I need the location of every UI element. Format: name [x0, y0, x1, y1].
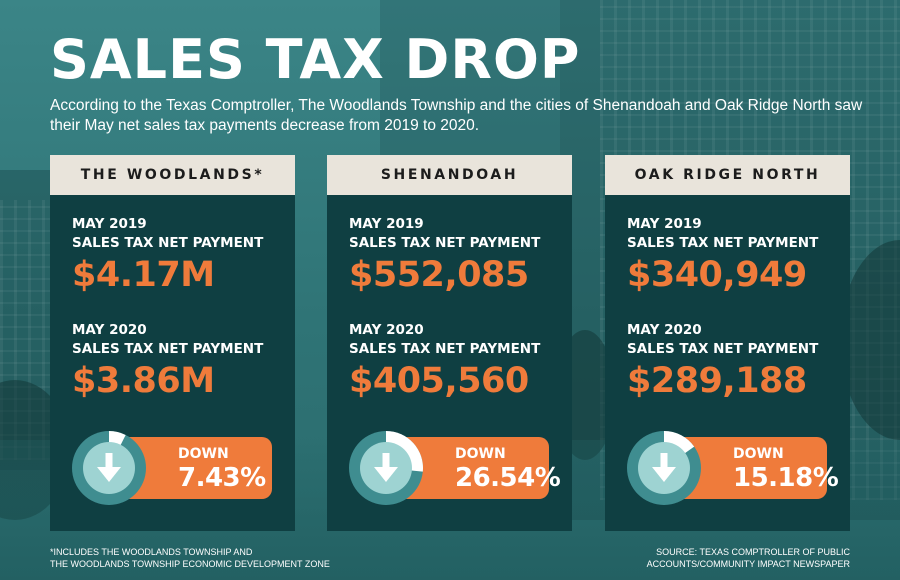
down-percent: 7.43%: [178, 463, 266, 493]
label-2019-year: MAY 2019: [349, 216, 424, 232]
card-the-woodlands: THE WOODLANDS* MAY 2019 SALES TAX NET PA…: [50, 155, 295, 531]
label-2019-year: MAY 2019: [72, 216, 147, 232]
decrease-gauge: [627, 431, 701, 505]
card-header: SHENANDOAH: [327, 155, 572, 195]
label-2020-text: SALES TAX NET PAYMENT: [627, 341, 819, 357]
value-2019: $552,085: [349, 255, 529, 295]
decrease-gauge: [349, 431, 423, 505]
card-header: OAK RIDGE NORTH: [605, 155, 850, 195]
page-subtitle: According to the Texas Comptroller, The …: [50, 97, 863, 134]
footnote: *INCLUDES THE WOODLANDS TOWNSHIP AND THE…: [50, 546, 330, 570]
down-percent: 15.18%: [733, 463, 839, 493]
source-line: SOURCE: TEXAS COMPTROLLER OF PUBLIC: [656, 547, 850, 557]
label-2020-year: MAY 2020: [72, 322, 147, 338]
down-arrow-icon-shaft: [660, 453, 668, 469]
down-label: DOWN: [178, 446, 229, 462]
value-2019: $340,949: [627, 255, 807, 295]
page-title: SALES TAX DROP: [50, 28, 581, 91]
card-oak-ridge-north: OAK RIDGE NORTH MAY 2019 SALES TAX NET P…: [605, 155, 850, 531]
down-percent: 26.54%: [455, 463, 561, 493]
label-2019-text: SALES TAX NET PAYMENT: [72, 235, 264, 251]
value-2020: $405,560: [349, 361, 529, 401]
down-arrow-icon: [374, 467, 398, 482]
decrease-gauge: [72, 431, 146, 505]
footnote-line: THE WOODLANDS TOWNSHIP ECONOMIC DEVELOPM…: [50, 559, 330, 569]
label-2019-text: SALES TAX NET PAYMENT: [627, 235, 819, 251]
down-label: DOWN: [733, 446, 784, 462]
source-line: ACCOUNTS/COMMUNITY IMPACT NEWSPAPER: [646, 559, 850, 569]
down-arrow-icon-shaft: [105, 453, 113, 469]
card-shenandoah: SHENANDOAH MAY 2019 SALES TAX NET PAYMEN…: [327, 155, 572, 531]
source-credit: SOURCE: TEXAS COMPTROLLER OF PUBLIC ACCO…: [647, 546, 850, 570]
label-2019-year: MAY 2019: [627, 216, 702, 232]
down-label: DOWN: [455, 446, 506, 462]
footnote-line: *INCLUDES THE WOODLANDS TOWNSHIP AND: [50, 547, 253, 557]
label-2020-text: SALES TAX NET PAYMENT: [72, 341, 264, 357]
down-arrow-icon: [97, 467, 121, 482]
card-header: THE WOODLANDS*: [50, 155, 295, 195]
value-2019: $4.17M: [72, 255, 215, 295]
label-2019-text: SALES TAX NET PAYMENT: [349, 235, 541, 251]
label-2020-text: SALES TAX NET PAYMENT: [349, 341, 541, 357]
label-2020-year: MAY 2020: [349, 322, 424, 338]
value-2020: $3.86M: [72, 361, 215, 401]
down-arrow-icon: [652, 467, 676, 482]
down-arrow-icon-shaft: [382, 453, 390, 469]
label-2020-year: MAY 2020: [627, 322, 702, 338]
value-2020: $289,188: [627, 361, 807, 401]
